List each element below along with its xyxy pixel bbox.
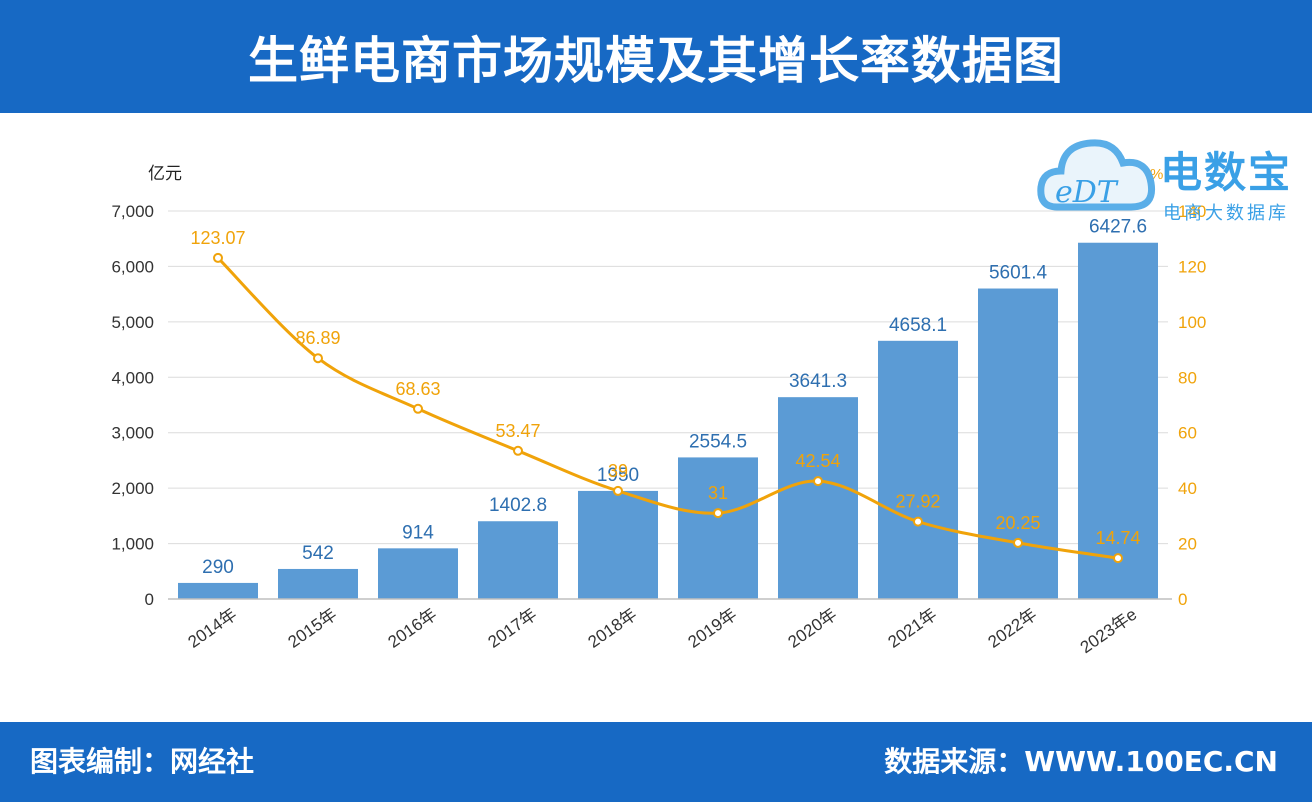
bar <box>578 490 658 599</box>
y2-tick-label: 60 <box>1178 424 1197 443</box>
growth-data-label: 123.07 <box>190 228 245 248</box>
growth-data-label: 53.47 <box>495 421 540 441</box>
growth-point <box>213 252 223 263</box>
chart-title: 生鲜电商市场规模及其增长率数据图 <box>248 31 1064 90</box>
y-tick-label: 7,000 <box>111 202 154 221</box>
growth-data-label: 68.63 <box>395 379 440 399</box>
growth-point <box>1113 553 1123 564</box>
growth-data-label: 86.89 <box>295 328 340 348</box>
y2-tick-label: 40 <box>1178 479 1197 498</box>
bar <box>378 548 458 599</box>
y2-tick-label: 0 <box>1178 590 1187 609</box>
y-tick-label: 6,000 <box>111 257 154 276</box>
bar <box>478 521 558 599</box>
bar-data-label: 914 <box>402 522 434 543</box>
x-tick-label: 2019年 <box>684 605 740 652</box>
bar <box>978 288 1058 599</box>
x-tick-label: 2022年 <box>984 605 1040 652</box>
y2-tick-label: 20 <box>1178 535 1197 554</box>
bar-data-label: 290 <box>202 557 234 578</box>
growth-data-label: 27.92 <box>895 492 940 512</box>
bar-data-label: 3641.3 <box>789 371 847 392</box>
growth-point <box>713 508 723 519</box>
x-tick-label: 2018年 <box>584 605 640 652</box>
growth-point <box>1013 537 1023 548</box>
y2-tick-label: 100 <box>1178 313 1206 332</box>
x-tick-label: 2020年 <box>784 605 840 652</box>
growth-point <box>313 353 323 364</box>
y2-tick-label: 80 <box>1178 368 1197 387</box>
x-tick-label: 2021年 <box>884 605 940 652</box>
x-tick-label: 2015年 <box>284 605 340 652</box>
growth-point <box>813 476 823 487</box>
x-tick-label: 2023年e <box>1077 605 1141 657</box>
growth-point <box>613 485 623 496</box>
watermark-subtitle: 电商大数据库 <box>1163 203 1289 224</box>
y-tick-label: 3,000 <box>111 424 154 443</box>
bar-data-label: 1950 <box>597 465 639 486</box>
growth-data-label: 39 <box>608 461 628 481</box>
bar <box>1078 242 1158 600</box>
bar-data-label: 4658.1 <box>889 315 947 336</box>
bar-data-label: 6427.6 <box>1089 217 1147 238</box>
growth-data-label: 42.54 <box>795 451 840 471</box>
bar-data-label: 2554.5 <box>689 431 747 452</box>
bar <box>278 568 358 599</box>
cloud-logo-icon <box>1037 139 1156 211</box>
watermark-logo-mark: eDT <box>1055 175 1117 210</box>
growth-data-label: 20.25 <box>995 513 1040 533</box>
growth-data-label: 31 <box>708 483 728 503</box>
growth-line <box>216 256 1119 560</box>
bar <box>678 457 758 599</box>
y-tick-label: 4,000 <box>111 368 154 387</box>
chart-footer: 图表编制：网经社 数据来源：WWW.100EC.CN <box>0 722 1312 802</box>
growth-point <box>413 403 423 414</box>
y2-tick-label: 120 <box>1178 257 1206 276</box>
y-tick-label: 2,000 <box>111 479 154 498</box>
chart-header: 生鲜电商市场规模及其增长率数据图 <box>0 0 1312 113</box>
watermark: eDT 电数宝 电商大数据库 <box>1035 125 1300 225</box>
bar-data-label: 542 <box>302 543 334 564</box>
bar <box>878 340 958 599</box>
chart-area: 0 1,000 2,000 3,000 4,000 5,000 6,000 7,000 0 20 4… <box>0 113 1312 722</box>
y2-tick-label: 140 <box>1178 202 1206 221</box>
combo-chart: 0 1,000 2,000 3,000 4,000 5,000 6,000 7,000 0 20 4… <box>111 164 1206 657</box>
y-axis-title: 亿元 <box>148 164 182 183</box>
growth-data-label: 14.74 <box>1095 528 1140 548</box>
y-tick-label: 1,000 <box>111 535 154 554</box>
footer-source: 数据来源：WWW.100EC.CN <box>884 745 1278 778</box>
bar <box>778 397 858 599</box>
growth-point <box>913 516 923 527</box>
growth-point <box>513 445 523 456</box>
y-tick-label: 0 <box>145 590 154 609</box>
bar-data-label: 1402.8 <box>489 495 547 516</box>
bar-data-label: 5601.4 <box>989 263 1048 284</box>
x-tick-label: 2017年 <box>484 605 540 652</box>
x-tick-label: 2014年 <box>184 605 240 652</box>
bar <box>178 582 258 599</box>
footer-author: 图表编制：网经社 <box>30 745 255 778</box>
x-tick-label: 2016年 <box>384 605 440 652</box>
watermark-name: 电数宝 <box>1160 148 1293 197</box>
y-tick-label: 5,000 <box>111 313 154 332</box>
